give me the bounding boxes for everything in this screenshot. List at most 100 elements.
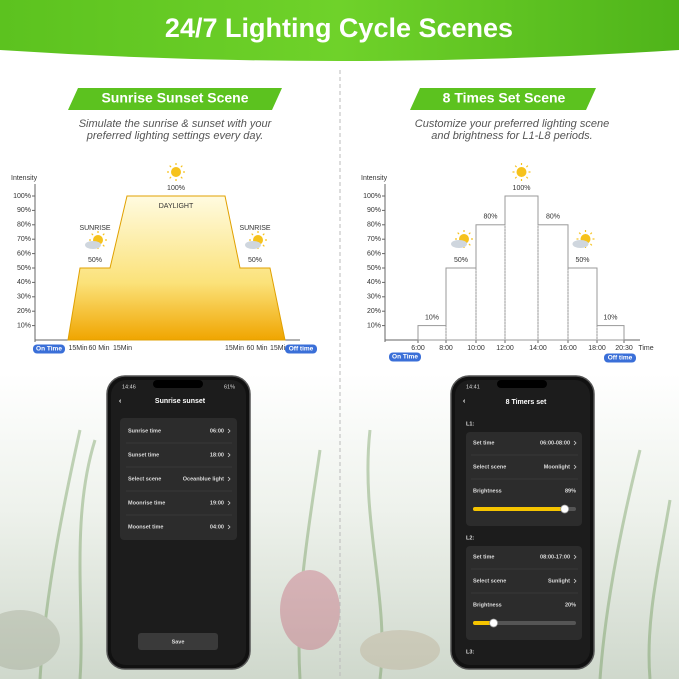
time-badge — [33, 344, 65, 354]
time-badge — [604, 353, 636, 363]
y-tick-label: 10% — [367, 322, 381, 329]
chevron — [227, 476, 231, 482]
value-label: 50% — [575, 257, 589, 264]
sun-ray — [262, 233, 265, 236]
badge — [410, 88, 596, 110]
save-button[interactable] — [138, 633, 218, 650]
screen-title: Sunrise sunset — [155, 398, 206, 405]
y-tick-label: 60% — [17, 250, 31, 257]
y-tick-label: 40% — [367, 279, 381, 286]
sun-ray — [514, 176, 517, 179]
slider-thumb[interactable] — [560, 504, 570, 514]
group-label: L1: — [466, 421, 474, 427]
badge-label: Sunrise Sunset Scene — [101, 90, 248, 106]
sun-icon — [516, 167, 527, 177]
step-block — [475, 224, 506, 341]
row-label: Select scene — [473, 464, 506, 470]
page-title: 24/7 Lighting Cycle Scenes — [165, 13, 513, 43]
level-name: DAYLIGHT — [159, 203, 194, 210]
sun-ray — [102, 244, 105, 247]
slider-thumb[interactable] — [489, 618, 499, 628]
sun-ray — [468, 232, 471, 235]
x-tick-label: 14:00 — [529, 345, 547, 352]
intensity-area — [67, 195, 286, 341]
header-banner — [0, 0, 679, 61]
row-value: 06:00 — [210, 428, 224, 434]
row-label: Set time — [473, 554, 494, 560]
x-tick-label: 15Min — [270, 345, 289, 352]
level-name: SUNRISE — [79, 225, 110, 232]
description: preferred lighting settings every day. — [86, 130, 264, 142]
x-tick-label: 18:00 — [588, 345, 606, 352]
settings-card — [120, 418, 237, 540]
y-tick-label: 50% — [17, 265, 31, 272]
y-tick-label: 50% — [367, 265, 381, 272]
row-value: Sunlight — [548, 578, 570, 584]
row-label: Sunset time — [128, 452, 159, 458]
level-value: 100% — [167, 185, 185, 192]
row-value: Oceanblue light — [183, 476, 224, 482]
row-value: 06:00-08:00 — [540, 440, 570, 446]
sun-ray — [590, 243, 593, 246]
save-label: Save — [172, 639, 185, 645]
step-block — [537, 224, 569, 341]
x-tick-label: 15Min — [225, 345, 244, 352]
row-value: 08:00-17:00 — [540, 554, 570, 560]
sun-ray — [590, 232, 593, 235]
description: Customize your preferred lighting scene — [415, 118, 609, 130]
chevron — [573, 464, 577, 470]
y-tick-label: 60% — [367, 250, 381, 257]
sun-ray — [251, 233, 254, 236]
chevron — [573, 578, 577, 584]
y-tick-label: 30% — [367, 294, 381, 301]
group-label: L2: — [466, 535, 474, 541]
x-tick-label: 15Min — [68, 345, 87, 352]
sun-ray — [169, 176, 172, 179]
row-value: 04:00 — [210, 524, 224, 530]
row-value: Moonlight — [544, 464, 570, 470]
back-button[interactable]: ‹ — [119, 398, 122, 405]
time-badge-label: On Time — [36, 346, 62, 353]
y-tick-label: 80% — [17, 222, 31, 229]
slider-fill — [473, 507, 565, 511]
x-tick-label: 12:00 — [496, 345, 514, 352]
time-badge-label: On Time — [392, 354, 418, 361]
time-badge — [389, 352, 421, 362]
sun-ray — [526, 165, 529, 168]
y-tick-label: 90% — [367, 207, 381, 214]
y-tick-label: 30% — [17, 294, 31, 301]
back-button[interactable]: ‹ — [463, 398, 466, 405]
row-value: 89% — [565, 488, 576, 494]
sun-ray — [180, 176, 183, 179]
chevron — [227, 524, 231, 530]
slider-track — [473, 621, 576, 625]
row-label: Select scene — [128, 476, 161, 482]
sun-ray — [457, 232, 460, 235]
step-block — [596, 325, 625, 341]
row-label: Sunrise time — [128, 428, 161, 434]
x-tick-label: 60 Min — [88, 345, 109, 352]
row-value: 18:00 — [210, 452, 224, 458]
y-axis-label: Intensity — [361, 175, 388, 182]
x-tick-label: 16:00 — [559, 345, 577, 352]
screen-title: 8 Timers set — [506, 399, 547, 406]
status-time: 14:41 — [466, 384, 480, 390]
sun-ray — [468, 243, 471, 246]
y-tick-label: 20% — [17, 308, 31, 315]
row-value: 20% — [565, 602, 576, 608]
level-value: 50% — [248, 257, 262, 264]
value-label: 80% — [546, 214, 560, 221]
status-time: 14:46 — [122, 384, 136, 390]
y-axis-label: Intensity — [11, 175, 38, 182]
phone-notch — [497, 380, 547, 388]
value-label: 100% — [513, 185, 531, 192]
group-label: L3: — [466, 649, 474, 655]
description: Simulate the sunrise & sunset with your — [79, 118, 273, 130]
sun-ray — [578, 232, 581, 235]
phone-notch — [153, 380, 203, 388]
row-label: Brightness — [473, 488, 502, 494]
chevron — [227, 452, 231, 458]
cloud-icon — [85, 241, 101, 249]
sun-ray — [180, 165, 183, 168]
